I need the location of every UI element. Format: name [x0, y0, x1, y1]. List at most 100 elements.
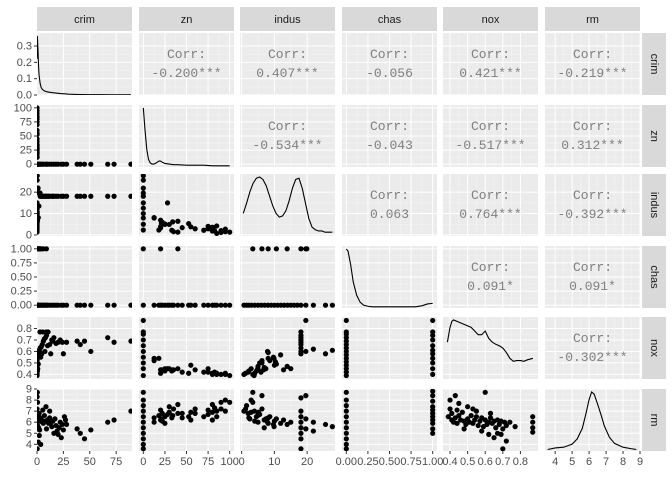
scatter-point-indus-zn	[140, 200, 146, 206]
scatter-point-rm-crim	[37, 446, 40, 451]
scatter-point-nox-zn	[140, 372, 146, 379]
x-tick-label: 50	[180, 456, 192, 468]
strip-top-rm	[545, 7, 640, 31]
scatter-point-nox-crim	[105, 335, 111, 341]
scatter-point-nox-crim	[42, 348, 48, 355]
scatter-point-rm-nox	[456, 412, 462, 419]
scatter-point-rm-zn	[209, 417, 216, 423]
scatter-point-rm-crim	[43, 426, 50, 432]
strip-label: crim	[648, 54, 660, 75]
scatter-point-indus-crim	[128, 193, 132, 199]
panel-backgrounds	[37, 33, 640, 451]
scatter-point-rm-zn	[188, 409, 194, 415]
scatter-point-rm-crim	[56, 425, 62, 431]
scatter-point-rm-zn	[140, 397, 146, 403]
scatter-point-nox-indus	[303, 317, 309, 324]
corr-heading: Corr:	[573, 331, 612, 346]
scatter-point-rm-crim	[40, 407, 46, 413]
corr-value: 0.764***	[459, 207, 521, 222]
panel-crim-rm	[545, 33, 640, 95]
scatter-point-rm-nox	[470, 406, 476, 412]
scatter-point-nox-indus	[288, 366, 294, 372]
scatter-point-rm-zn	[162, 420, 168, 426]
scatter-point-indus-zn	[157, 225, 164, 231]
scatter-point-rm-indus	[329, 424, 335, 430]
scatter-point-indus-crim	[111, 193, 117, 199]
scatter-point-zn-crim	[111, 161, 117, 167]
scatter-point-nox-indus	[280, 367, 287, 373]
scatter-point-nox-crim	[111, 339, 117, 345]
axis-ticks: 0.00.10.20.30255075100010200.000.250.500…	[11, 41, 643, 468]
panel-rm-rm	[545, 389, 640, 451]
scatter-point-rm-indus	[265, 415, 271, 421]
scatter-point-indus-zn	[140, 215, 146, 221]
y-tick-label: 0	[26, 229, 32, 241]
scatter-point-nox-crim	[74, 338, 80, 344]
scatter-point-chas-zn	[157, 246, 164, 252]
scatter-point-rm-zn	[151, 419, 157, 425]
scatter-point-rm-nox	[530, 414, 536, 420]
scatter-point-rm-zn	[140, 403, 146, 409]
scatter-point-indus-zn	[175, 218, 181, 224]
y-tick-label: 0.7	[17, 334, 32, 346]
x-tick-label: 8	[620, 456, 626, 468]
x-tick-label: 0.00	[336, 456, 357, 468]
scatter-point-nox-zn	[222, 371, 228, 378]
scatter-point-rm-indus	[298, 430, 304, 436]
strip-top-nox	[443, 7, 538, 31]
scatter-point-rm-nox	[494, 430, 501, 436]
scatter-point-rm-chas	[343, 414, 349, 420]
scatter-point-nox-zn	[201, 369, 207, 375]
scatter-point-rm-indus	[303, 426, 309, 432]
scatter-point-zn-crim	[128, 161, 132, 167]
scatter-point-rm-chas	[343, 408, 349, 414]
scatter-point-rm-indus	[278, 420, 284, 426]
scatter-point-rm-indus	[248, 397, 254, 403]
scatter-point-indus-crim	[37, 174, 40, 179]
scatter-point-rm-nox	[500, 426, 506, 432]
scatter-point-rm-nox	[449, 410, 455, 416]
scatter-point-indus-zn	[170, 219, 176, 225]
scatter-point-indus-zn	[175, 229, 181, 235]
scatter-point-indus-crim	[88, 193, 94, 199]
strip-right-crim	[642, 33, 666, 95]
scatter-point-indus-crim	[37, 185, 41, 191]
y-tick-label: 0.1	[17, 73, 32, 85]
scatter-point-rm-crim	[41, 412, 47, 419]
scatter-point-rm-zn	[140, 446, 146, 451]
scatter-point-nox-zn	[140, 348, 146, 355]
scatter-point-rm-zn	[188, 417, 194, 423]
panel-nox-crim	[37, 317, 132, 379]
y-tick-label: 50	[20, 131, 32, 143]
strip-label: nox	[482, 14, 500, 26]
scatter-point-rm-indus	[298, 419, 304, 425]
scatter-point-nox-crim	[81, 338, 88, 344]
scatter-point-chas-indus	[259, 246, 265, 252]
scatter-point-nox-chas	[430, 371, 436, 378]
x-tick-label: 20	[301, 456, 313, 468]
scatter-point-rm-zn	[201, 414, 207, 420]
scatter-point-indus-zn	[162, 221, 168, 228]
scatter-point-rm-chas	[343, 436, 349, 442]
scatter-point-rm-indus	[298, 414, 304, 420]
scatter-point-indus-zn	[227, 229, 233, 235]
scatter-point-nox-crim	[77, 341, 83, 348]
scatter-point-rm-zn	[175, 410, 181, 416]
x-tick-label: 75	[110, 456, 122, 468]
scatter-point-nox-zn	[188, 362, 194, 368]
corr-value: 0.312***	[561, 138, 623, 153]
scatter-point-indus-zn	[170, 229, 177, 235]
strip-label: chas	[648, 265, 660, 289]
corr-value: -0.517***	[455, 138, 525, 153]
y-tick-label: 75	[20, 116, 32, 128]
scatter-point-rm-zn	[227, 399, 233, 405]
scatter-point-rm-nox	[454, 407, 460, 413]
scatter-point-indus-zn	[205, 223, 211, 229]
scatter-point-rm-crim	[74, 426, 80, 432]
strip-label: zn	[648, 130, 660, 142]
scatter-point-rm-zn	[192, 410, 198, 416]
strip-right-chas	[642, 246, 666, 308]
scatter-point-rm-indus	[251, 408, 258, 414]
scatter-point-indus-zn	[151, 215, 157, 221]
scatter-point-nox-chas	[343, 317, 349, 324]
